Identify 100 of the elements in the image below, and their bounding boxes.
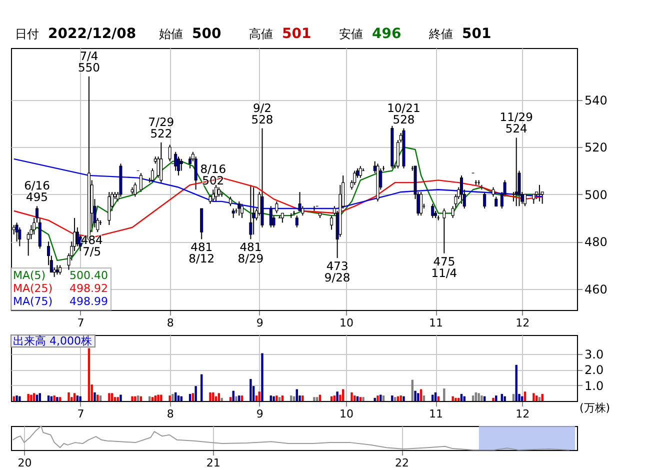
bar [68, 392, 70, 401]
y-tick-label: 2.0 [584, 363, 604, 378]
text: 始値 500 [159, 26, 222, 42]
x-tick-label: 8 [166, 316, 174, 330]
bar [380, 394, 382, 401]
bar [79, 396, 82, 401]
bar [108, 393, 110, 401]
bar [114, 397, 116, 401]
bar [136, 396, 140, 401]
bar [192, 393, 194, 401]
text: MA(25) [13, 282, 53, 295]
bar [532, 393, 535, 401]
bar [110, 393, 114, 401]
candlestick [524, 194, 527, 207]
bar [432, 394, 434, 401]
x-tick-label: 21 [206, 456, 220, 470]
y-tick-label: 500 [584, 188, 608, 202]
bar [402, 396, 405, 401]
x-tick-label: 8 [166, 408, 174, 420]
candlestick [275, 200, 278, 214]
candlestick [200, 208, 204, 240]
bar [500, 394, 504, 401]
bar [316, 397, 318, 401]
bar [18, 396, 21, 401]
x-tick-label: 22 [395, 456, 410, 470]
bar [524, 392, 526, 401]
bar [281, 396, 284, 401]
bar [359, 397, 362, 401]
candlestick [214, 184, 218, 202]
candlestick [139, 172, 142, 192]
candlestick [280, 212, 284, 224]
annotation: 6/16 495 [24, 178, 50, 204]
bar [160, 394, 162, 401]
bar [220, 398, 223, 401]
bar [333, 396, 336, 401]
bar [38, 393, 41, 401]
bar [541, 394, 544, 401]
bar [290, 396, 292, 401]
bar [235, 396, 238, 401]
bar [342, 389, 344, 401]
candlestick [238, 200, 241, 216]
candlestick [176, 156, 180, 176]
bar [472, 396, 474, 401]
bar [194, 386, 197, 401]
bar [414, 390, 416, 401]
candlestick [240, 203, 244, 218]
candlestick [194, 156, 198, 190]
bar [76, 396, 79, 401]
annotation: 7/29 522 [148, 114, 174, 140]
bar [492, 398, 494, 401]
line-series [13, 158, 543, 210]
bar [270, 396, 272, 401]
bar [238, 396, 240, 401]
candlestick [160, 142, 163, 184]
bar [27, 394, 30, 401]
candlestick [353, 170, 356, 186]
bar [354, 396, 356, 401]
bar [73, 393, 76, 401]
bar [250, 379, 252, 401]
candlestick [358, 166, 362, 178]
candlestick [168, 144, 172, 162]
candlestick [532, 194, 536, 204]
candlestick [212, 189, 215, 202]
annotation: 10/21 528 [387, 100, 420, 126]
annotation: 481 8/12 [188, 240, 215, 266]
x-tick-label: 7 [77, 316, 84, 330]
candlestick [483, 191, 486, 210]
bar [168, 396, 171, 401]
bar [94, 392, 96, 401]
bar [362, 397, 364, 401]
annotation: 498.92 [70, 282, 108, 295]
bar [151, 397, 154, 401]
annotation: 7/4 550 [78, 48, 100, 74]
bar [394, 397, 396, 401]
bar [318, 394, 322, 401]
bar [240, 396, 244, 401]
bar [88, 348, 90, 401]
bar [296, 389, 298, 401]
bar [391, 396, 394, 401]
y-tick-label: 460 [584, 282, 608, 296]
x-tick-label: 7 [77, 408, 84, 420]
candlestick [38, 217, 42, 250]
bar [157, 394, 160, 401]
bar [255, 396, 258, 401]
bar [47, 396, 50, 401]
bar [154, 396, 156, 401]
bar [420, 389, 422, 401]
annotation: 475 11/4 [431, 254, 458, 280]
bar [535, 396, 538, 401]
bar [400, 396, 402, 401]
bar [480, 396, 483, 401]
bar [36, 394, 38, 401]
bar [56, 397, 58, 401]
candlestick [252, 186, 256, 235]
series-label: MA(5) [13, 269, 46, 282]
bar [120, 394, 122, 401]
x-tick-label: 9 [256, 316, 264, 330]
candlestick [188, 156, 192, 169]
bar [443, 388, 446, 401]
candlestick [232, 208, 235, 218]
